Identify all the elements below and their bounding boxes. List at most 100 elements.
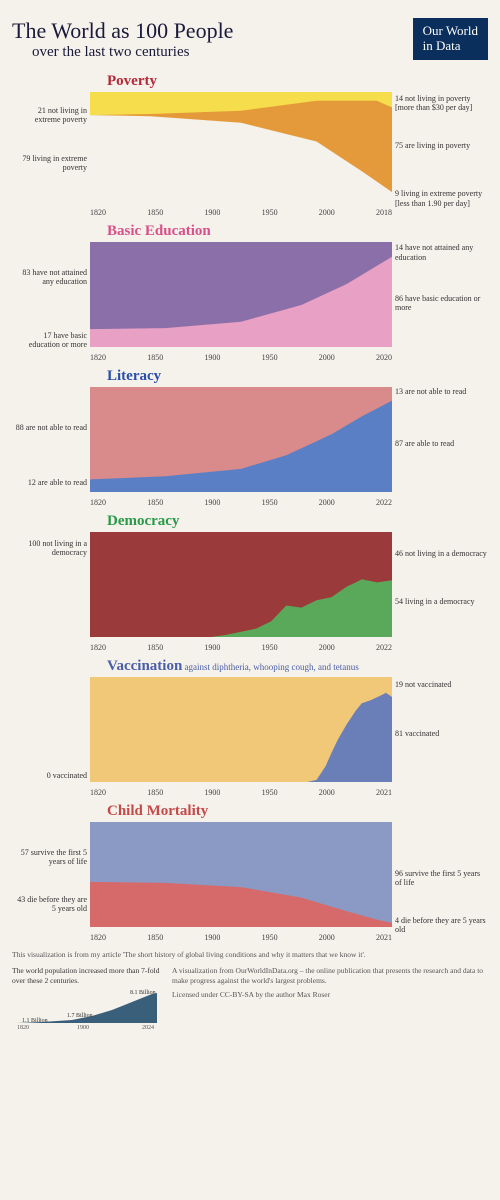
x-tick: 1820 <box>90 208 106 217</box>
footer: This visualization is from my article 'T… <box>12 950 488 1034</box>
chart-row: 21 not living in extreme poverty79 livin… <box>12 92 488 207</box>
x-tick: 2022 <box>376 498 392 507</box>
x-tick: 1900 <box>204 498 220 507</box>
left-label: 83 have not attained any education <box>12 268 87 286</box>
right-labels: 14 have not attained any education86 hav… <box>392 242 488 347</box>
x-tick: 1900 <box>204 353 220 362</box>
x-axis: 182018501900195020002021 <box>90 787 392 797</box>
chart-row: 100 not living in a democracy 46 not livi… <box>12 532 488 642</box>
x-tick: 1900 <box>204 208 220 217</box>
pop-start-label: 1.1 Billion <box>22 1018 48 1024</box>
article-note: This visualization is from my article 'T… <box>12 950 488 960</box>
panel-title-democracy: Democracy <box>107 513 488 530</box>
x-tick: 1820 <box>90 933 106 942</box>
panel-title-poverty: Poverty <box>107 73 488 90</box>
population-mini-chart: The world population increased more than… <box>12 966 162 1033</box>
x-tick: 1850 <box>147 498 163 507</box>
right-labels: 14 not living in poverty [more than $30 … <box>392 92 488 202</box>
x-tick: 1950 <box>262 498 278 507</box>
area-chart-poverty <box>90 92 392 202</box>
left-label: 0 vaccinated <box>47 771 87 780</box>
x-axis: 182018501900195020002022 <box>90 642 392 652</box>
x-tick: 2000 <box>319 933 335 942</box>
pop-mid-label: 1.7 Billion <box>67 1013 93 1019</box>
right-label: 81 vaccinated <box>395 729 439 738</box>
owid-logo: Our World in Data <box>413 18 488 60</box>
left-labels: 0 vaccinated <box>12 677 90 782</box>
x-tick: 1900 <box>204 643 220 652</box>
x-tick: 2018 <box>376 208 392 217</box>
pop-caption: The world population increased more than… <box>12 966 162 986</box>
title-block: The World as 100 People over the last tw… <box>12 18 413 61</box>
x-tick: 1900 <box>204 933 220 942</box>
right-labels: 13 are not able to read87 are able to re… <box>392 387 488 492</box>
chart-svg-wrap <box>90 677 392 787</box>
panel-vaccination: Vaccination against diphtheria, whooping… <box>12 658 488 797</box>
left-label: 88 are not able to read <box>16 423 87 432</box>
x-axis: 1820 1850 1900 1950 2000 2018 <box>90 207 392 217</box>
x-tick: 1950 <box>262 353 278 362</box>
area-chart-democracy <box>90 532 392 637</box>
pop-end-label: 8.1 Billion <box>130 990 156 996</box>
right-label: 75 are living in poverty <box>395 141 470 150</box>
left-label: 57 survive the first 5 years of life <box>12 848 87 866</box>
x-tick: 1850 <box>147 353 163 362</box>
logo-line2: in Data <box>423 38 461 53</box>
x-tick: 2000 <box>319 353 335 362</box>
panel-childmortality: Child Mortality 57 survive the first 5 ye… <box>12 803 488 942</box>
area-chart-literacy <box>90 387 392 492</box>
left-label: 21 not living in extreme poverty <box>12 106 87 124</box>
panels-container: Poverty21 not living in extreme poverty7… <box>12 73 488 942</box>
area-chart-education <box>90 242 392 347</box>
left-label: 43 die before they are 5 years old <box>12 895 87 913</box>
right-label: 96 survive the first 5 years of life <box>395 869 488 887</box>
right-label: 46 not living in a democracy <box>395 549 487 558</box>
x-tick: 2022 <box>376 643 392 652</box>
left-label: 17 have basic education or more <box>12 331 87 349</box>
credit-block: A visualization from OurWorldInData.org … <box>172 966 488 1000</box>
pop-year-0: 1820 <box>17 1025 29 1030</box>
subtitle: over the last two centuries <box>32 44 413 61</box>
x-tick: 2000 <box>319 208 335 217</box>
right-label: 9 living in extreme poverty [less than 1… <box>395 189 488 207</box>
chart-svg-wrap <box>90 92 392 207</box>
x-tick: 1850 <box>147 643 163 652</box>
x-tick: 2021 <box>376 788 392 797</box>
x-tick: 1850 <box>147 208 163 217</box>
area-chart-vaccination <box>90 677 392 782</box>
pop-year-2: 2024 <box>142 1025 154 1030</box>
left-label: 100 not living in a democracy <box>12 539 87 557</box>
header: The World as 100 People over the last tw… <box>12 18 488 61</box>
right-label: 87 are able to read <box>395 439 454 448</box>
x-tick: 2000 <box>319 643 335 652</box>
chart-svg-wrap <box>90 242 392 352</box>
x-tick: 2000 <box>319 498 335 507</box>
pop-year-1: 1900 <box>77 1025 89 1030</box>
x-tick: 1950 <box>262 208 278 217</box>
right-labels: 96 survive the first 5 years of life4 di… <box>392 822 488 927</box>
x-tick: 1900 <box>204 788 220 797</box>
left-labels: 21 not living in extreme poverty79 livin… <box>12 92 90 202</box>
chart-row: 83 have not attained any education 17 hav… <box>12 242 488 352</box>
panel-literacy: Literacy 88 are not able to read 12 are ab… <box>12 368 488 507</box>
left-labels: 57 survive the first 5 years of life 43 d… <box>12 822 90 927</box>
panel-title-childmortality: Child Mortality <box>107 803 488 820</box>
left-labels: 88 are not able to read 12 are able to re… <box>12 387 90 492</box>
right-label: 19 not vaccinated <box>395 680 451 689</box>
panel-poverty: Poverty21 not living in extreme poverty7… <box>12 73 488 217</box>
chart-svg-wrap <box>90 532 392 642</box>
area-chart-childmortality <box>90 822 392 927</box>
x-axis: 182018501900195020002020 <box>90 352 392 362</box>
x-axis: 182018501900195020002021 <box>90 932 392 942</box>
right-label: 4 die before they are 5 years old <box>395 916 488 934</box>
x-tick: 1950 <box>262 933 278 942</box>
chart-row: 57 survive the first 5 years of life 43 d… <box>12 822 488 932</box>
x-tick: 1850 <box>147 788 163 797</box>
left-label: 12 are able to read <box>28 478 87 487</box>
right-label: 86 have basic education or more <box>395 294 488 312</box>
credit-line1: A visualization from OurWorldInData.org … <box>172 966 488 986</box>
logo-line1: Our World <box>423 23 478 38</box>
x-axis: 182018501900195020002022 <box>90 497 392 507</box>
panel-title-literacy: Literacy <box>107 368 488 385</box>
x-tick: 1820 <box>90 643 106 652</box>
